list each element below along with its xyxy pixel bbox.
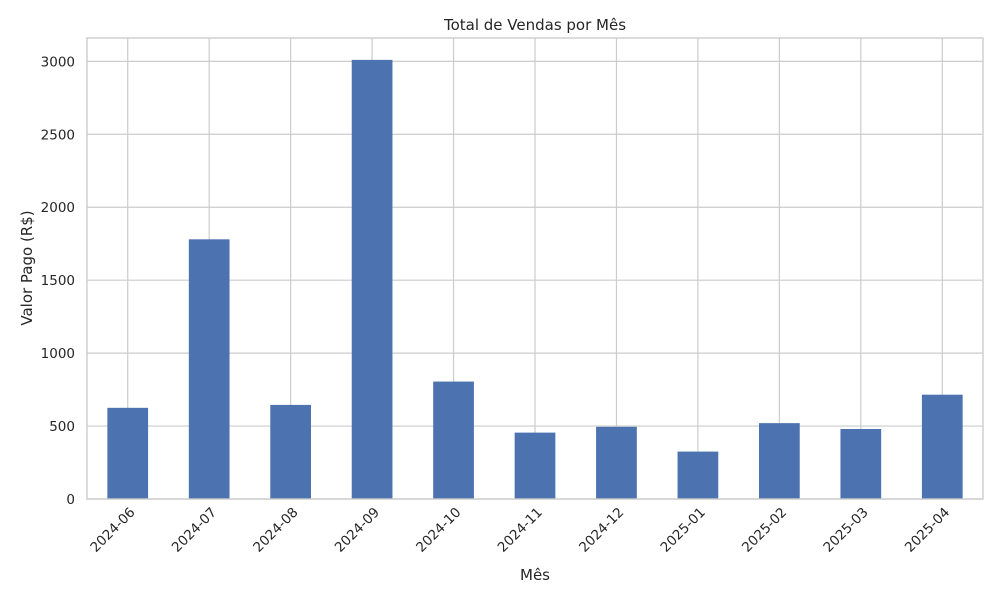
y-axis-label: Valor Pago (R$) [18,210,36,325]
x-axis-label: Mês [520,566,550,584]
bars [107,59,963,500]
x-tick-label: 2025-03 [820,505,871,556]
y-tick-label: 500 [49,419,75,435]
bar-2024-08 [270,404,311,499]
x-tick-label: 2025-01 [658,505,709,556]
y-tick-label: 1000 [41,346,75,362]
y-tick-label: 0 [66,492,75,508]
bar-2024-09 [351,59,393,500]
y-tick-label: 2000 [41,200,75,216]
bar-2025-04 [921,394,963,499]
y-tick-label: 3000 [41,54,75,70]
x-axis-ticks: 2024-06 2024-07 2024-08 2024-09 2024-10 2024-… [87,505,953,556]
x-tick-label: 2024-09 [332,505,383,556]
x-tick-label: 2024-10 [413,505,464,556]
bar-2024-12 [596,426,637,499]
y-axis-ticks: 0 500 1000 1500 2000 2500 3000 [41,54,75,508]
bar-2025-02 [759,423,800,499]
x-tick-label: 2024-11 [495,505,546,556]
plot-frame [86,37,984,500]
x-tick-label: 2024-08 [250,505,301,556]
bar-2025-03 [840,428,882,499]
bar-2024-10 [433,381,474,499]
bar-2024-06 [107,407,149,499]
bar-2025-01 [677,451,719,499]
x-tick-label: 2024-12 [576,505,627,556]
x-tick-label: 2024-06 [87,505,138,556]
x-tick-label: 2025-02 [739,505,790,556]
x-tick-label: 2025-04 [902,505,953,556]
y-tick-label: 1500 [41,273,75,289]
bar-2024-07 [188,239,230,499]
bar-2024-11 [514,432,556,499]
chart-title: Total de Vendas por Mês [443,16,626,34]
x-tick-label: 2024-07 [169,505,220,556]
y-tick-label: 2500 [41,127,75,143]
